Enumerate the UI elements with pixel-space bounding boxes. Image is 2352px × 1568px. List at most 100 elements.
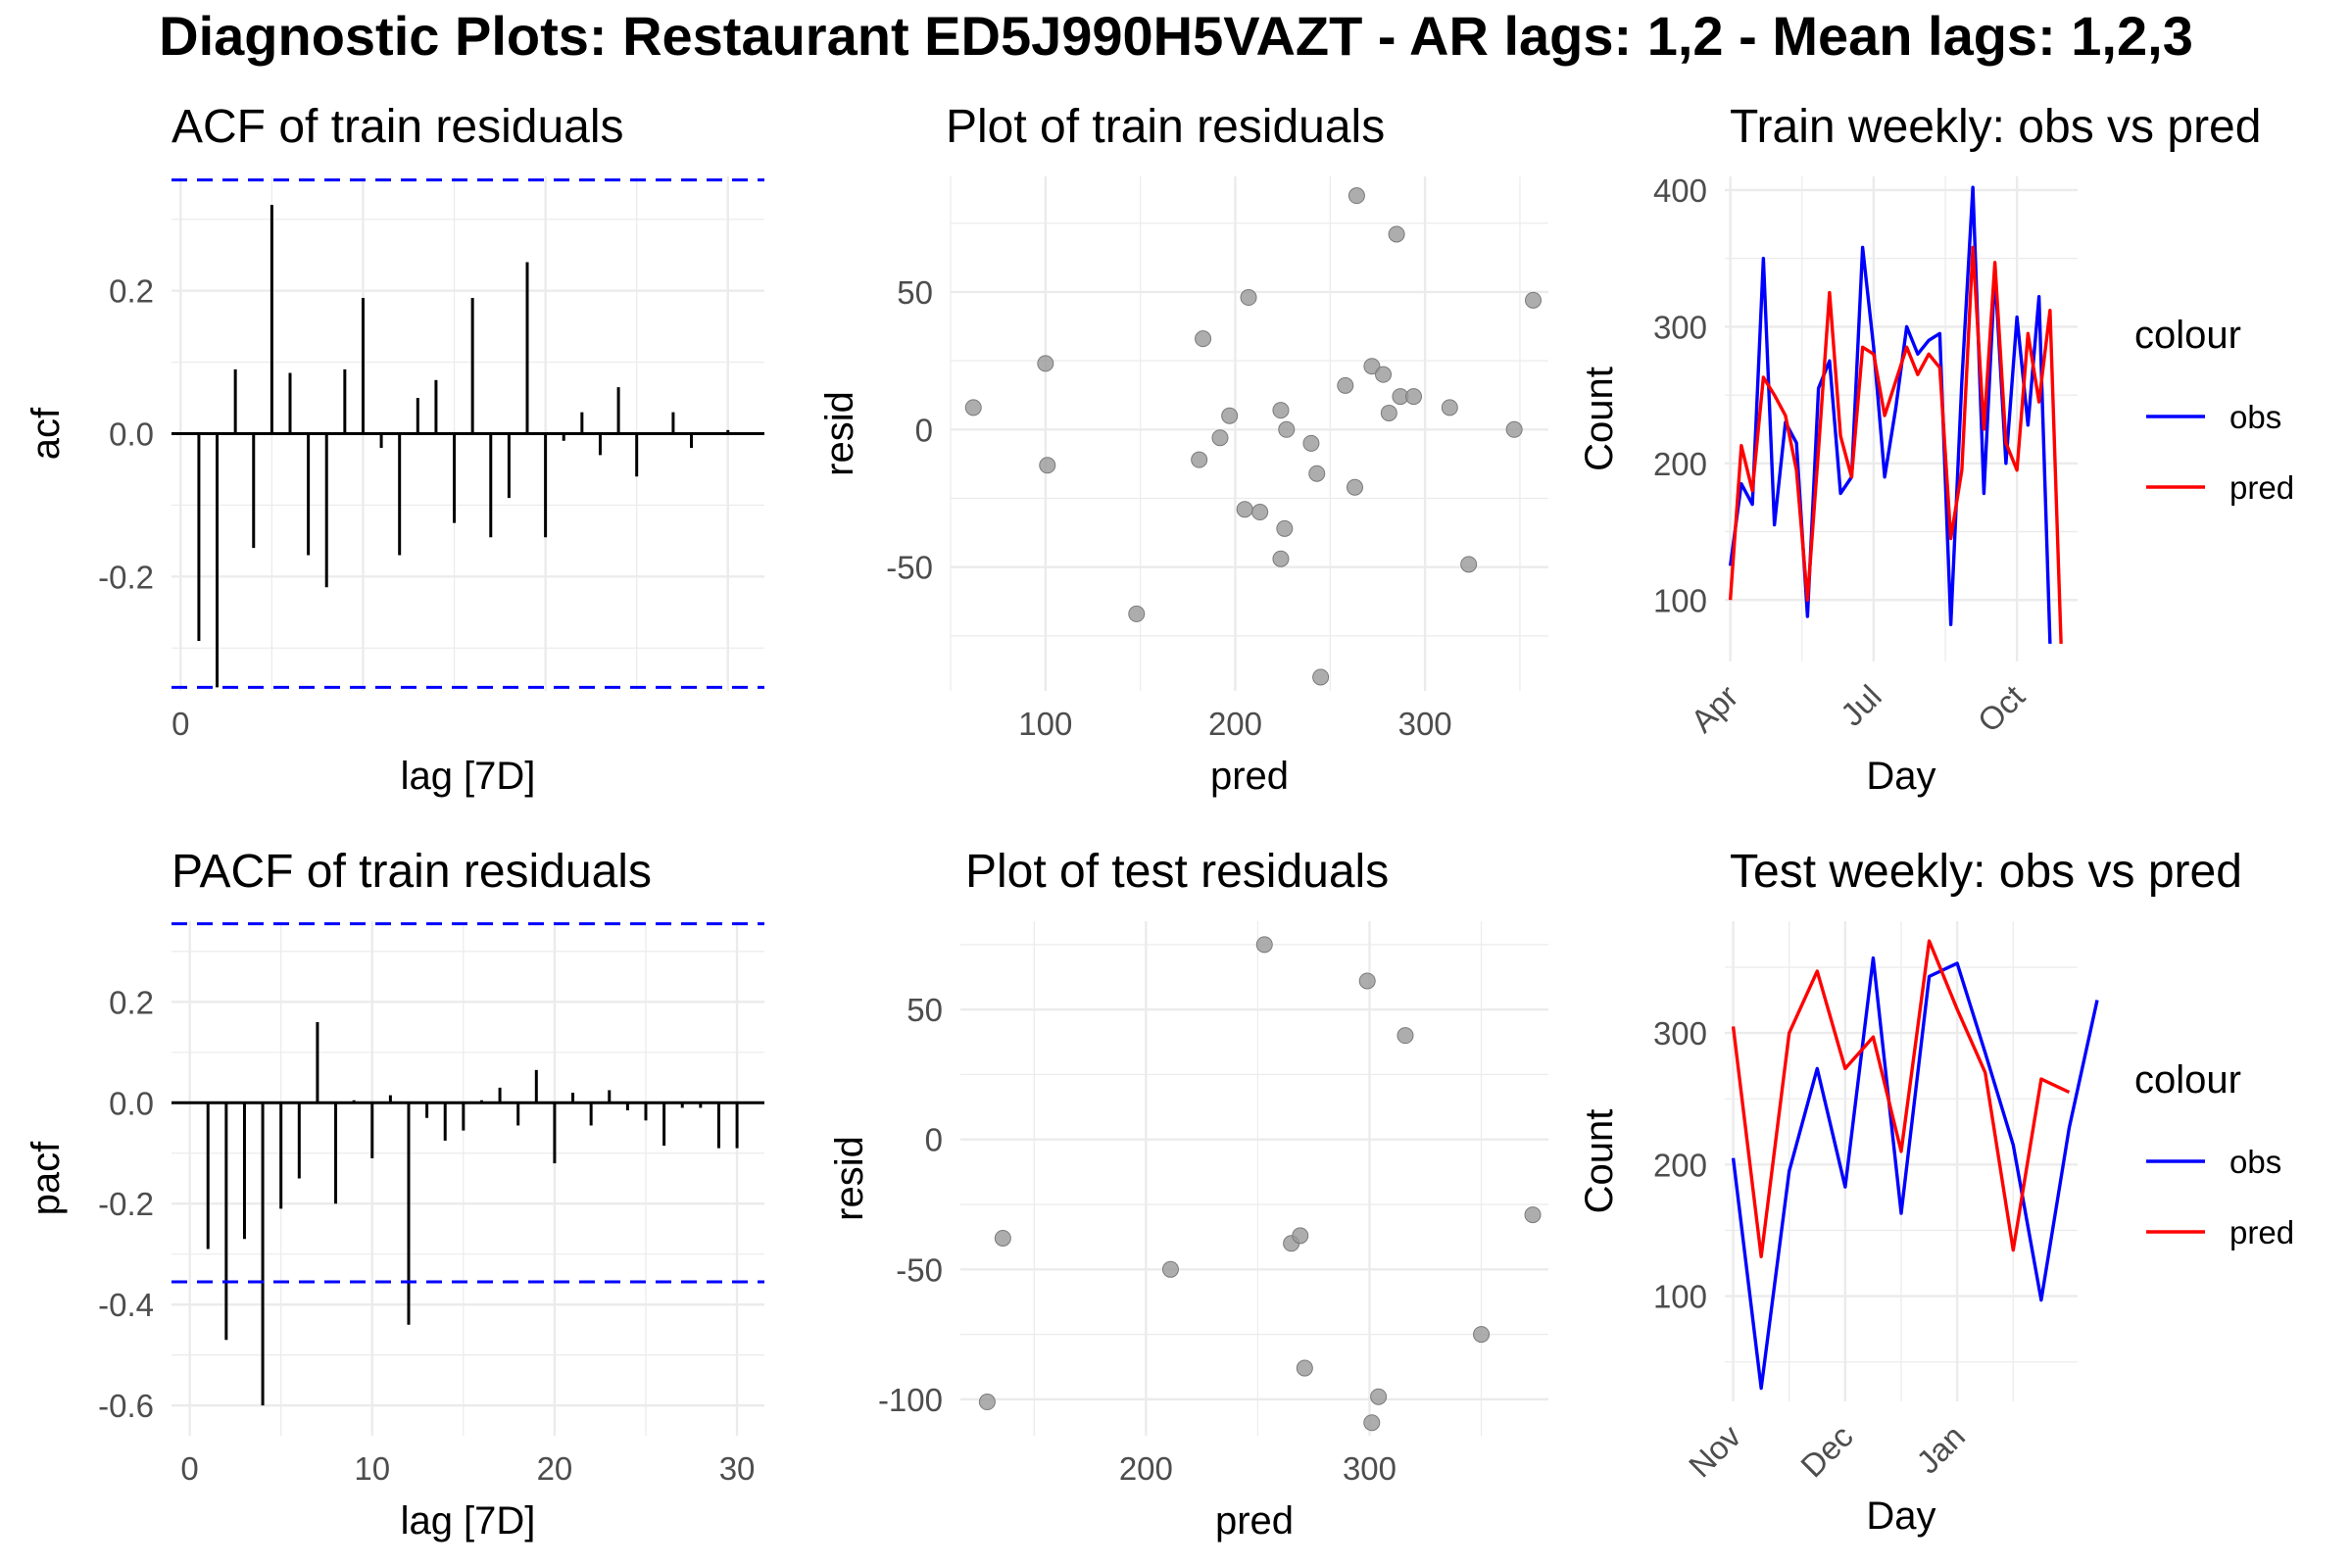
test-weekly-xlabel: Day (1866, 1494, 1936, 1538)
data-point (1272, 402, 1290, 419)
x-tick-label: 30 (719, 1450, 756, 1487)
y-tick-label: 100 (1653, 582, 1707, 618)
x-tick-label: Jan (1909, 1418, 1972, 1481)
pacf-panel: PACF of train residuals -0.6 -0.4 -0.2 0.0 0.… (24, 846, 764, 1543)
data-point (1396, 1027, 1414, 1045)
data-point (994, 1229, 1011, 1247)
x-tick-label: 200 (1208, 706, 1262, 742)
acf-title: ACF of train residuals (172, 101, 624, 153)
data-point (1240, 289, 1257, 307)
test-resid-panel: Plot of test residuals -100 -50 0 50 200 300 pr… (828, 846, 1548, 1543)
y-tick-label: 300 (1653, 309, 1707, 345)
data-point (964, 399, 982, 416)
y-tick-label: 400 (1653, 172, 1707, 209)
train-resid-xlabel: pred (1210, 755, 1289, 798)
y-tick-label: 200 (1653, 1147, 1707, 1183)
x-tick-label: 100 (1018, 706, 1072, 742)
data-point (1375, 366, 1393, 383)
data-point (1337, 376, 1354, 394)
test-resid-title: Plot of test residuals (965, 846, 1389, 898)
data-point (1272, 550, 1290, 567)
data-point (1039, 457, 1056, 474)
legend-label-pred: pred (2230, 1214, 2294, 1250)
series-line-pred (1731, 939, 2071, 1259)
data-point (1292, 1227, 1309, 1245)
x-tick-label: 0 (180, 1450, 198, 1487)
pacf-title: PACF of train residuals (172, 846, 652, 898)
y-tick-label: 100 (1653, 1279, 1707, 1315)
data-point (1255, 936, 1273, 954)
data-point (1195, 330, 1212, 348)
acf-panel: ACF of train residuals -0.2 0.0 0.2 0 lag [7D… (24, 101, 764, 798)
y-tick-label: 0.0 (109, 416, 154, 453)
data-point (1348, 187, 1365, 205)
figure-title-text: Diagnostic Plots: Restaurant ED5J990H5VA… (159, 5, 2193, 67)
data-point (1308, 465, 1326, 482)
data-point (1251, 504, 1269, 521)
figure-title: Diagnostic Plots: Restaurant ED5J990H5VA… (0, 0, 2352, 78)
x-tick-label: 300 (1343, 1450, 1396, 1487)
data-point (1363, 1414, 1381, 1432)
data-point (1278, 420, 1296, 438)
test-resid-xlabel: pred (1215, 1499, 1294, 1543)
x-tick-label: Oct (1971, 678, 2032, 739)
data-point (1363, 358, 1381, 375)
y-tick-label: 50 (906, 992, 943, 1028)
acf-xlabel: lag [7D] (401, 755, 536, 798)
x-tick-label: 200 (1119, 1450, 1173, 1487)
x-tick-label: 0 (172, 706, 189, 742)
data-point (1346, 478, 1363, 496)
data-point (1358, 972, 1376, 990)
x-tick-label: 300 (1398, 706, 1452, 742)
y-tick-label: -0.4 (98, 1287, 154, 1323)
test-weekly-panel: Test weekly: obs vs pred 100 200 300 Nov Dec J… (1578, 846, 2294, 1538)
y-tick-label: -0.6 (98, 1388, 154, 1424)
data-point (1128, 605, 1146, 622)
train-resid-ylabel: resid (818, 391, 861, 476)
data-point (1211, 429, 1229, 447)
x-tick-label: Dec (1793, 1418, 1860, 1485)
train-weekly-panel: Train weekly: obs vs pred 100 200 300 400 Apr… (1578, 101, 2294, 798)
legend-label-obs: obs (2230, 399, 2281, 435)
data-point (1370, 1388, 1388, 1405)
y-tick-label: 0.0 (109, 1085, 154, 1121)
legend-label-obs: obs (2230, 1144, 2281, 1180)
data-point (978, 1394, 996, 1411)
y-tick-label: 0 (925, 1122, 943, 1158)
data-point (1236, 501, 1253, 518)
x-tick-label: 10 (354, 1450, 390, 1487)
data-point (1296, 1359, 1313, 1377)
y-tick-label: 300 (1653, 1015, 1707, 1052)
pacf-ylabel: pacf (24, 1141, 68, 1215)
legend-title: colour (2134, 1058, 2241, 1102)
series-line-obs (1728, 185, 2052, 644)
series-line-pred (1728, 245, 2063, 644)
data-point (1505, 420, 1523, 438)
train-resid-title: Plot of train residuals (946, 101, 1385, 153)
y-tick-label: 0 (915, 412, 933, 448)
x-tick-label: Nov (1682, 1417, 1748, 1484)
y-tick-label: -0.2 (98, 559, 154, 595)
data-point (1525, 291, 1543, 309)
y-tick-label: -50 (896, 1251, 943, 1288)
data-point (1302, 434, 1320, 452)
pacf-xlabel: lag [7D] (401, 1499, 536, 1543)
data-point (1405, 388, 1423, 406)
acf-ylabel: acf (24, 407, 68, 460)
y-tick-label: -50 (886, 550, 933, 586)
data-point (1388, 225, 1405, 243)
legend-title: colour (2134, 314, 2241, 357)
y-tick-label: 0.2 (109, 984, 154, 1020)
data-point (1191, 451, 1208, 468)
train-weekly-ylabel: Count (1578, 367, 1621, 471)
data-point (1312, 668, 1330, 686)
x-tick-label: Jul (1834, 678, 1888, 733)
train-weekly-xlabel: Day (1866, 755, 1936, 798)
x-tick-label: 20 (537, 1450, 573, 1487)
data-point (1473, 1326, 1491, 1344)
y-tick-label: 50 (897, 274, 933, 311)
legend-label-pred: pred (2230, 469, 2294, 506)
train-resid-panel: Plot of train residuals -50 0 50 100 200 300 pr… (818, 101, 1548, 798)
data-point (1460, 556, 1478, 573)
